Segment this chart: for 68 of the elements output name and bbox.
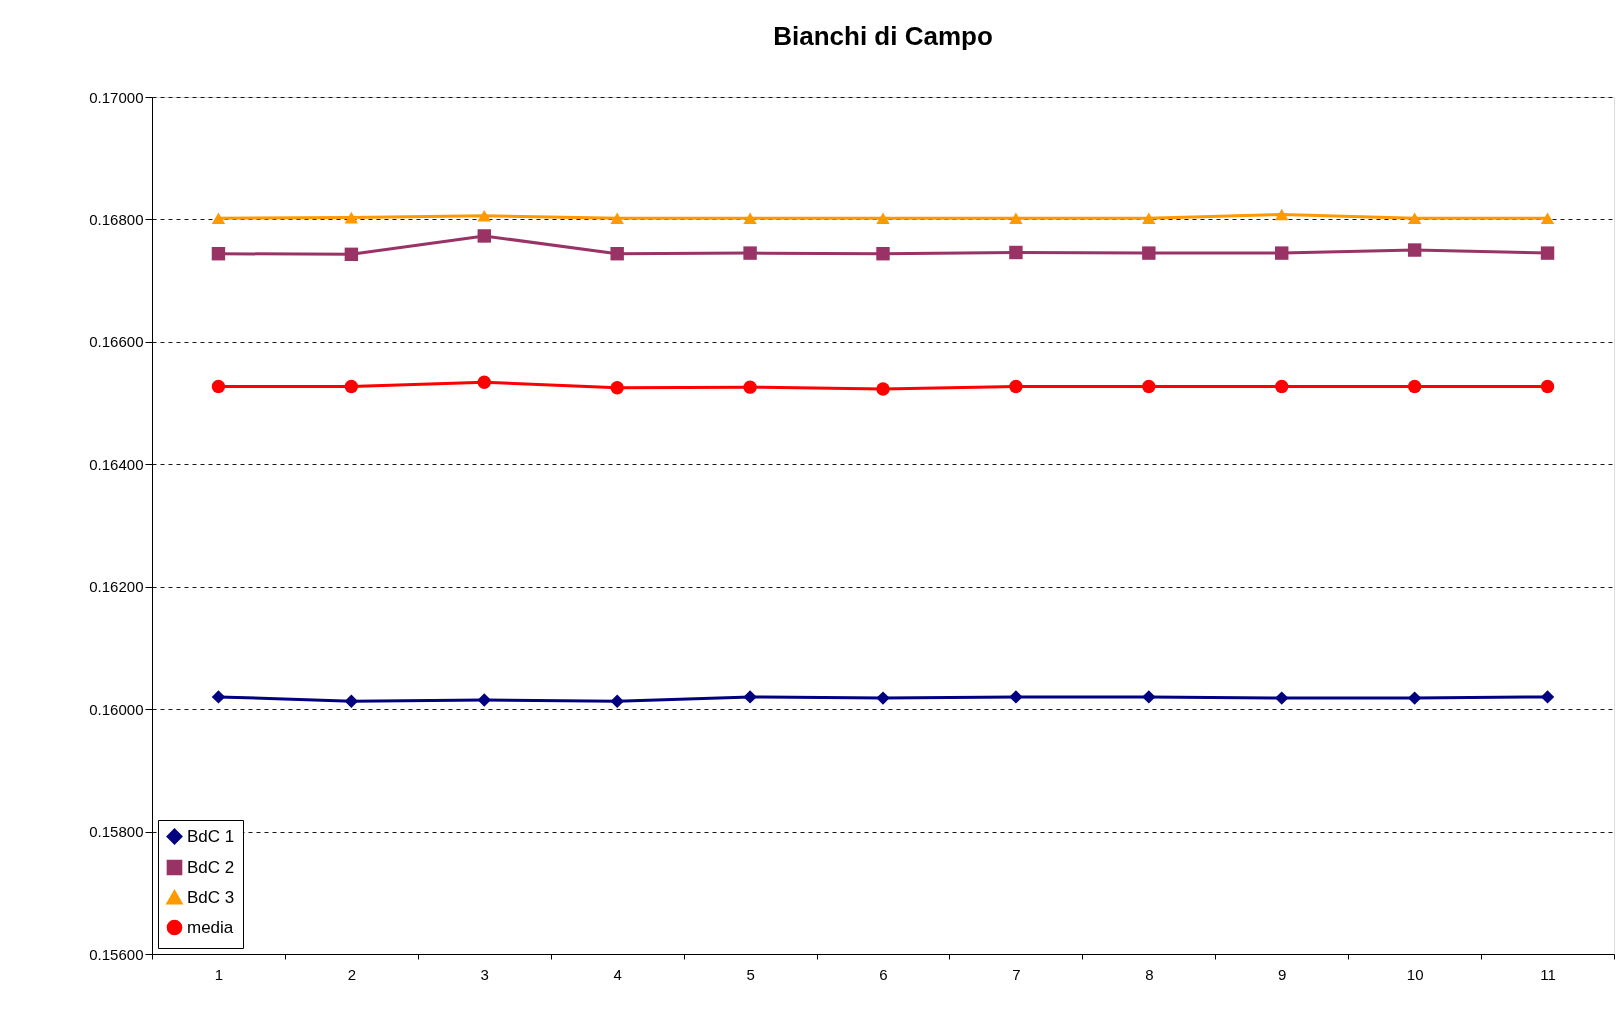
x-tick-label: 3 [480, 965, 489, 983]
point [743, 380, 757, 394]
point [610, 694, 624, 708]
point [211, 247, 226, 261]
point [1142, 379, 1156, 394]
x-tick-label: 6 [879, 965, 888, 983]
x-tick-label: 8 [1145, 965, 1154, 983]
point [1540, 246, 1555, 260]
x-tick-label: 10 [1406, 965, 1424, 983]
y-tick-label: 0.15800 [89, 823, 144, 841]
point [743, 690, 757, 704]
point [1275, 208, 1289, 221]
point [211, 690, 226, 704]
point [344, 247, 359, 262]
point [1275, 691, 1289, 705]
point [1275, 246, 1289, 260]
point [1275, 379, 1289, 394]
point [610, 247, 624, 261]
point [1142, 246, 1156, 260]
point [344, 379, 359, 394]
point [1540, 690, 1555, 704]
point [1540, 379, 1555, 394]
point [1142, 212, 1156, 225]
point [743, 246, 757, 260]
point [876, 247, 890, 261]
point [1009, 245, 1023, 260]
chart-title: Bianchi di Campo [773, 21, 993, 51]
point [610, 212, 624, 225]
x-tick-label: 4 [613, 965, 622, 983]
point [1540, 212, 1555, 225]
legend-label: BdC 2 [187, 857, 235, 877]
y-tick-label: 0.16600 [89, 333, 144, 351]
point [743, 212, 757, 225]
point [1407, 243, 1422, 257]
x-tick-label: 5 [746, 965, 755, 983]
y-tick-label: 0.16400 [89, 455, 144, 473]
y-tick-label: 0.16200 [89, 578, 144, 596]
point [477, 693, 491, 707]
y-tick-label: 0.16800 [89, 210, 144, 228]
x-tick-label: 7 [1012, 965, 1021, 983]
point [610, 381, 624, 395]
point [344, 211, 359, 224]
point [876, 382, 890, 396]
point [1407, 379, 1422, 394]
point [1009, 379, 1023, 394]
x-tick-label: 1 [214, 965, 224, 983]
y-tick-label: 0.16000 [89, 700, 144, 718]
point [211, 379, 226, 394]
legend-label: media [187, 917, 234, 937]
legend-label: BdC 1 [187, 826, 235, 846]
point [1407, 212, 1422, 225]
point [1407, 691, 1422, 705]
legend-label: BdC 3 [187, 887, 235, 907]
y-tick-label: 0.17000 [89, 88, 144, 106]
point [876, 691, 890, 705]
point [344, 694, 359, 708]
x-tick-label: 9 [1278, 965, 1287, 983]
point [876, 212, 890, 225]
y-tick-label: 0.15600 [89, 945, 144, 963]
x-tick-label: 11 [1540, 965, 1556, 983]
point [1009, 212, 1023, 225]
point [477, 209, 491, 222]
point [211, 212, 226, 225]
point [1142, 690, 1156, 704]
point [1009, 690, 1023, 704]
point [477, 375, 491, 389]
point [477, 229, 491, 243]
x-tick-label: 2 [347, 965, 357, 983]
